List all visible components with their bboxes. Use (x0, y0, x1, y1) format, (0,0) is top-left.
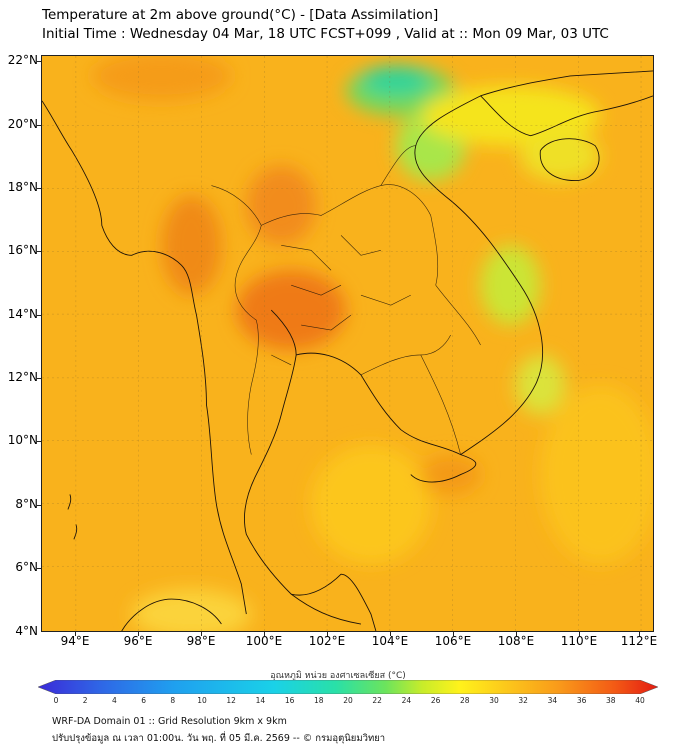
colorbar-title: อุณหภูมิ หน่วย องศาเซลเซียส (°C) (270, 671, 406, 681)
coastline-malaysia (291, 573, 377, 631)
colorbar-tick-label: 36 (576, 696, 587, 705)
lon-label-94e: 94°E (60, 634, 90, 648)
border-laos-vietnam (380, 145, 481, 346)
lon-tick (138, 632, 139, 636)
colorbar-tick-label: 34 (547, 696, 558, 705)
lon-label-98e: 98°E (186, 634, 216, 648)
mild-zone-east-sea (540, 384, 653, 565)
lon-tick (201, 632, 202, 636)
map-title: Temperature at 2m above ground(°C) - [Da… (42, 7, 439, 23)
lon-label-104e: 104°E (371, 634, 409, 648)
lat-label-18n: 18°N (7, 180, 38, 194)
lon-label-96e: 96°E (123, 634, 153, 648)
lat-label-12n: 12°N (7, 370, 38, 384)
colorbar-tick-label: 22 (372, 696, 382, 705)
mild-zone-borneo (131, 589, 252, 631)
border-thailand-cambodia (360, 334, 451, 376)
warm-zone-north (91, 56, 232, 101)
footer-update-info: ปรับปรุงข้อมูล ณ เวลา 01:00น. วัน พฤ. ที… (52, 733, 386, 744)
lat-tick (37, 61, 41, 62)
colorbar-tick-label: 6 (141, 696, 146, 705)
cool-zone-hainan (520, 130, 601, 181)
colorbar-tick-label: 0 (53, 696, 59, 705)
colorbar-tick-label: 20 (343, 696, 353, 705)
lat-label-22n: 22°N (7, 53, 38, 67)
colorbar-tick-label: 10 (197, 696, 207, 705)
cool-zone-annam (480, 245, 541, 326)
coastline-borneo (121, 598, 222, 631)
colorbar-tick-label: 12 (226, 696, 236, 705)
lat-tick (37, 505, 41, 506)
lon-tick (639, 632, 640, 636)
lat-tick (37, 188, 41, 189)
map-subtitle: Initial Time : Wednesday 04 Mar, 18 UTC … (42, 26, 609, 42)
colorbar-tick-label: 16 (284, 696, 295, 705)
lat-label-20n: 20°N (7, 117, 38, 131)
lat-label-6n: 6°N (15, 560, 38, 574)
colorbar-tick-label: 26 (430, 696, 441, 705)
cool-zone-vn-coast (515, 354, 566, 415)
lon-label-108e: 108°E (497, 634, 535, 648)
lat-label-16n: 16°N (7, 243, 38, 257)
lon-tick (264, 632, 265, 636)
coastline-gulf-tonkin (480, 95, 653, 137)
colorbar-tick-label: 32 (518, 696, 528, 705)
colorbar-tick-label: 2 (82, 696, 88, 705)
hot-zone-central-thailand (236, 270, 347, 350)
footer-model-info: WRF-DA Domain 01 :: Grid Resolution 9km … (52, 716, 287, 727)
coastline-cambodia (296, 352, 477, 483)
colorbar-tick-label: 40 (635, 696, 645, 705)
colorbar-tick-label: 24 (401, 696, 412, 705)
lat-label-8n: 8°N (15, 497, 38, 511)
coastline-andaman (67, 494, 78, 540)
hot-zone-mekong (420, 454, 481, 495)
colorbar-tick-label: 30 (489, 696, 499, 705)
colorbar-tick-label: 14 (255, 696, 266, 705)
colorbar-tick-label: 4 (112, 696, 117, 705)
colorbar-tick-label: 28 (460, 696, 470, 705)
cool-zone-laos-core (360, 65, 431, 96)
hot-zone-north-thailand (246, 165, 317, 246)
lon-tick (453, 632, 454, 636)
lat-tick (37, 125, 41, 126)
colorbar-tick-label: 18 (314, 696, 324, 705)
lon-label-100e: 100°E (245, 634, 283, 648)
colorbar-tick-label: 38 (606, 696, 616, 705)
lon-label-106e: 106°E (434, 634, 472, 648)
lon-label-112e: 112°E (620, 634, 658, 648)
coastline-myanmar (42, 100, 247, 615)
temperature-map[interactable] (41, 55, 654, 632)
colorbar (38, 680, 658, 694)
colorbar-gradient (38, 680, 658, 694)
lon-label-110e: 110°E (560, 634, 598, 648)
lon-tick (516, 632, 517, 636)
lat-label-10n: 10°N (7, 433, 38, 447)
temperature-map-svg (42, 56, 653, 631)
lat-tick (37, 441, 41, 442)
lon-label-102e: 102°E (308, 634, 346, 648)
lat-label-14n: 14°N (7, 307, 38, 321)
lon-tick (327, 632, 328, 636)
lat-tick (37, 378, 41, 379)
provinces-thailand (271, 235, 411, 366)
border-cambodia-vietnam (420, 354, 461, 455)
hot-zone-myanmar (161, 195, 222, 296)
lat-tick (37, 251, 41, 252)
cool-zone-gulf-tonkin (420, 85, 601, 146)
lon-tick (390, 632, 391, 636)
lon-tick (579, 632, 580, 636)
colorbar-tick-label: 8 (170, 696, 176, 705)
mild-zone-gulf-thailand (311, 444, 431, 565)
lat-tick (37, 315, 41, 316)
lon-tick (75, 632, 76, 636)
coastline-hainan (539, 138, 600, 182)
lat-label-4n: 4°N (15, 624, 38, 638)
lat-tick (37, 568, 41, 569)
